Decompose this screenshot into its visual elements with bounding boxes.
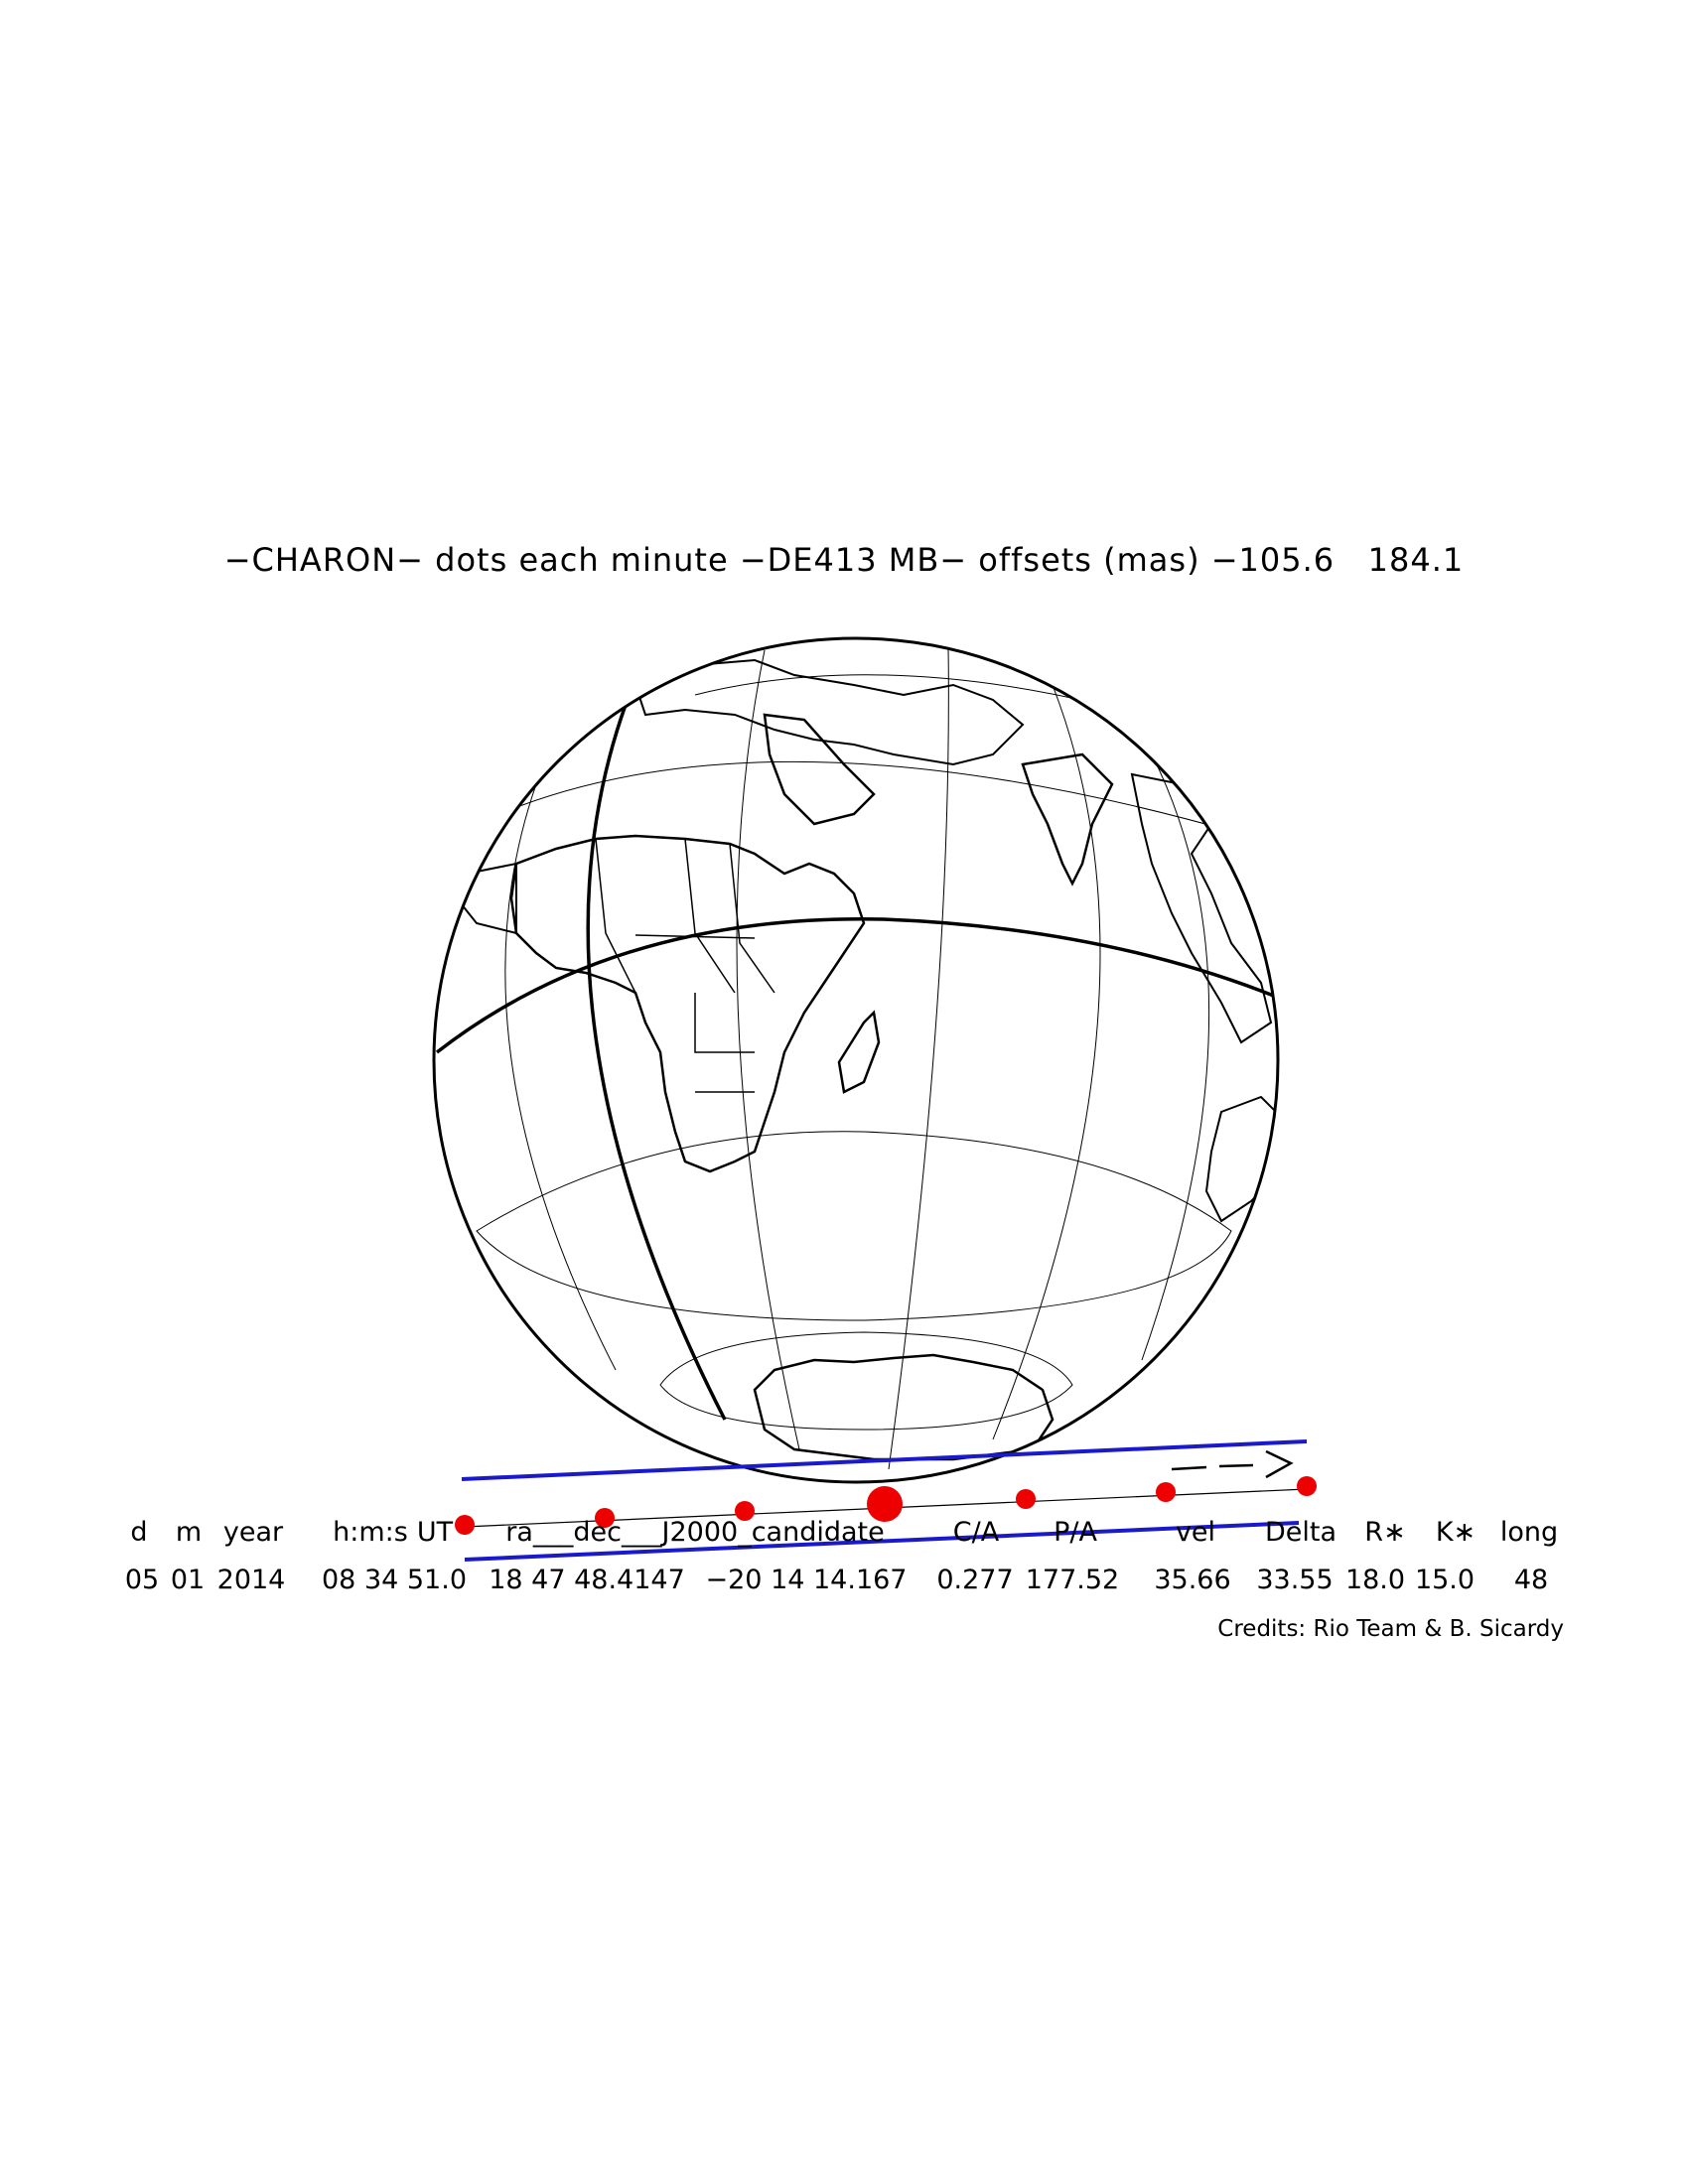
madagascar-coastline [837,1010,881,1094]
header-ut: UT [416,1517,454,1548]
arabian-peninsula-coastline [763,713,876,826]
closest-approach-dot [867,1486,903,1522]
globe-outline [432,636,1280,1484]
header-hms: h:m:s [333,1517,408,1548]
header-pa: P/A [1054,1517,1097,1548]
value-d: 05 [124,1565,160,1595]
latitude-line-south-30 [476,1131,1232,1321]
header-ca: C/A [952,1517,1000,1548]
value-time: 08 34 51.0 [322,1565,467,1595]
minute-dot-2 [595,1508,615,1528]
africa-coastline [509,834,866,1173]
header-k-star: K∗ [1435,1517,1477,1548]
value-vel: 35.66 [1154,1565,1231,1595]
meridian-3 [992,684,1101,1440]
shadow-limit-north [461,1439,1308,1481]
meridian-4 [1141,753,1210,1361]
value-ra: 18 47 48.4147 [489,1565,685,1595]
minute-dot-6 [1156,1482,1176,1502]
minute-dot-5 [1016,1489,1036,1509]
minute-dot-1 [455,1515,475,1535]
header-r-star: R∗ [1364,1517,1406,1548]
header-delta: Delta [1264,1517,1337,1548]
meridian-5 [504,783,617,1371]
latitude-line-south-60 [659,1331,1073,1431]
value-k-star: 15.0 [1414,1565,1476,1595]
shadow-limit-south [464,1521,1300,1562]
minute-dot-3 [735,1501,755,1521]
value-m: 01 [170,1565,206,1595]
value-year: 2014 [216,1565,286,1595]
value-delta: 33.55 [1256,1565,1334,1595]
credits: Credits: Rio Team & B. Sicardy [1217,1616,1564,1642]
header-m: m [175,1517,203,1548]
meridian-1 [736,649,800,1450]
header-d: d [130,1517,148,1548]
value-pa: 177.52 [1025,1565,1120,1595]
plot-title: −CHARON− dots each minute −DE413 MB− off… [223,541,1465,579]
header-year: year [222,1517,284,1548]
value-ca: 0.277 [936,1565,1014,1595]
europe-coastline [633,658,1025,766]
prime-meridian-line [586,704,727,1421]
globe [432,636,1280,1484]
value-long: 48 [1513,1565,1549,1595]
minute-dot-7 [1297,1476,1317,1496]
direction-arrow [1171,1449,1294,1479]
minute-dots [455,1476,1317,1535]
africa-internal-borders [595,838,775,1093]
southeast-asia-coastline [1130,772,1273,1044]
antarctica-coastline [753,1353,1055,1461]
equator-line [435,917,1278,1054]
india-coastline [1021,752,1114,887]
australia-coastline [1204,1095,1278,1223]
header-vel: vel [1175,1517,1216,1548]
meridian-2 [888,644,949,1470]
header-long: long [1499,1517,1559,1548]
value-r-star: 18.0 [1344,1565,1406,1595]
latitude-line-top [694,674,1103,706]
header-ra-dec: ra___dec___J2000_candidate [505,1517,885,1548]
value-dec: −20 14 14.167 [705,1565,908,1595]
